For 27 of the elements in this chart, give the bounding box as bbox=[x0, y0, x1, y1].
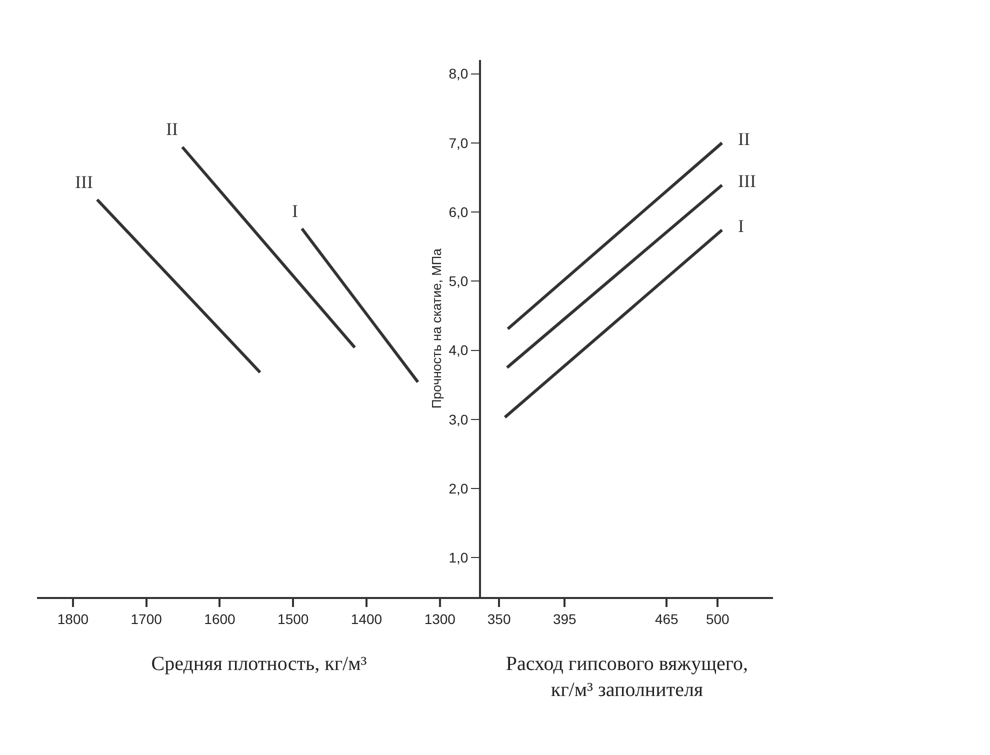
series-label: I bbox=[292, 201, 298, 221]
y-tick-label: 1,0 bbox=[448, 550, 468, 566]
x-tick-label: 1500 bbox=[278, 610, 309, 627]
y-tick-label: 3,0 bbox=[448, 411, 468, 428]
x-axis-title: Расход гипсового вяжущего, кг/м³ заполнителя bbox=[506, 652, 748, 701]
x-axis-title: Средняя плотность, кг/м³ bbox=[151, 652, 367, 675]
y-axis-title: Прочность на скатие, МПа bbox=[429, 248, 444, 409]
y-tick-label: 7,0 bbox=[448, 134, 468, 151]
y-tick-label: 8,0 bbox=[448, 66, 468, 82]
y-tick-label: 2,0 bbox=[448, 480, 468, 496]
y-tick-label: 6,0 bbox=[448, 204, 468, 220]
x-tick-label: 1300 bbox=[424, 610, 456, 627]
x-tick-label: 1400 bbox=[350, 610, 382, 627]
x-tick-label: 1700 bbox=[130, 610, 162, 627]
y-tick-label: 5,0 bbox=[448, 273, 468, 290]
series-label: III bbox=[75, 172, 93, 192]
series-label: II bbox=[166, 119, 178, 139]
series-label: III bbox=[738, 171, 756, 191]
x-tick-label: 1800 bbox=[57, 610, 89, 627]
series-label: I bbox=[738, 216, 744, 236]
x-tick-label: 500 bbox=[706, 610, 730, 627]
x-tick-label: 395 bbox=[552, 610, 577, 627]
x-tick-label: 465 bbox=[654, 610, 679, 627]
y-tick-label: 4,0 bbox=[448, 342, 468, 358]
x-tick-label: 350 bbox=[487, 610, 511, 627]
x-tick-label: 1600 bbox=[204, 610, 236, 627]
series-label: II bbox=[738, 129, 750, 149]
